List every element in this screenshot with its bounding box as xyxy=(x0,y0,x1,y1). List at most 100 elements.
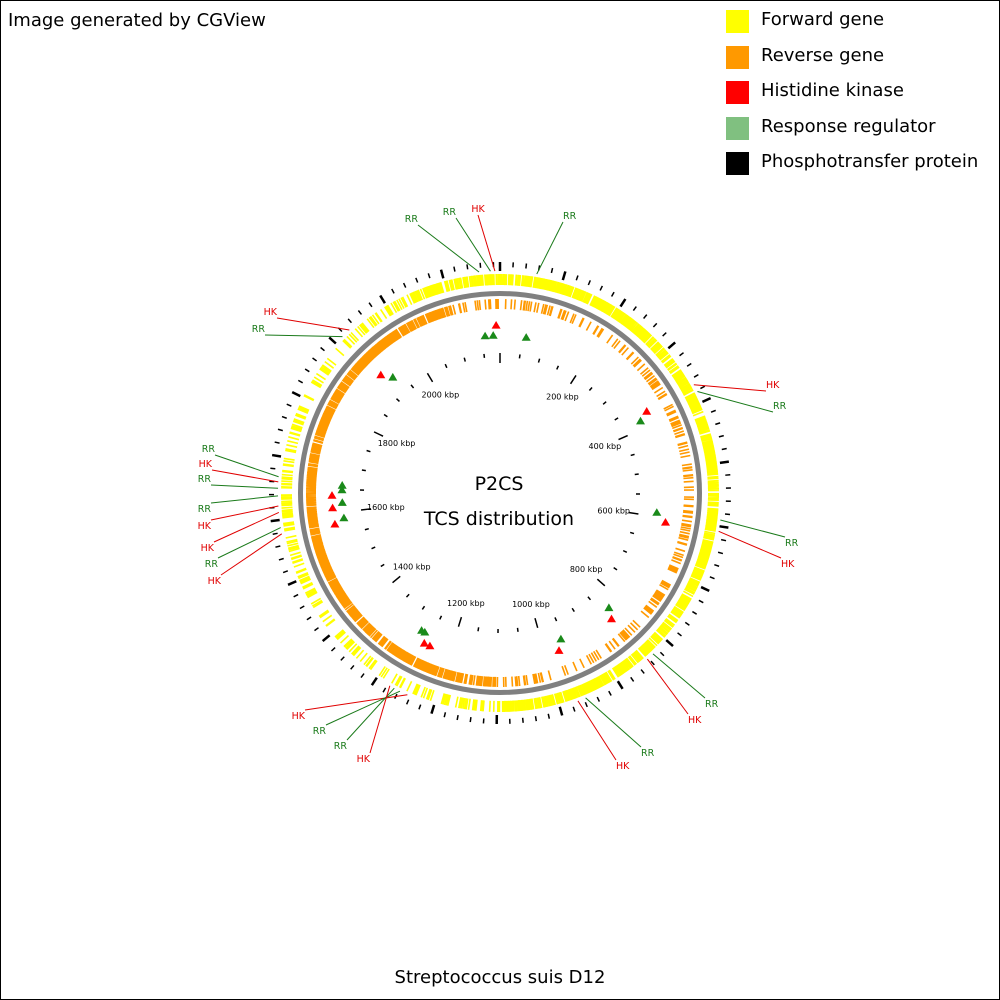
annotation-leader-line xyxy=(264,334,343,338)
outer-tick xyxy=(619,298,627,308)
inner-tick xyxy=(622,549,628,553)
outer-tick xyxy=(599,285,604,291)
outer-tick xyxy=(717,551,724,555)
outer-tick xyxy=(525,263,528,269)
histidine-kinase-label: HK xyxy=(357,754,371,765)
legend-label: Phosphotransfer protein xyxy=(761,151,979,172)
outer-tick xyxy=(469,717,472,723)
tick-label: 2000 kbp xyxy=(422,391,460,400)
response-regulator-marker xyxy=(556,634,566,643)
outer-tick xyxy=(608,690,612,696)
outer-tick xyxy=(714,563,720,567)
outer-tick xyxy=(320,346,325,352)
histidine-kinase-marker xyxy=(661,518,670,526)
tcs-feature-markers xyxy=(327,321,670,654)
outer-tick xyxy=(662,332,667,337)
outer-tick xyxy=(306,616,312,621)
inner-tick xyxy=(373,431,384,437)
inner-tick xyxy=(629,531,635,535)
tick-label: 600 kbp xyxy=(597,506,630,515)
histidine-kinase-marker xyxy=(327,491,337,499)
annotation-leader-line xyxy=(720,519,786,538)
annotation-leader-line xyxy=(211,469,279,483)
response-regulator-marker xyxy=(488,331,498,339)
response-regulator-label: RR xyxy=(252,324,266,335)
histidine-kinase-label: HK xyxy=(208,576,222,587)
annotation-leader-line xyxy=(276,317,350,331)
outer-tick xyxy=(274,441,280,444)
inner-tick xyxy=(421,605,426,610)
histidine-kinase-marker xyxy=(328,503,338,512)
outer-tick xyxy=(677,632,682,637)
outer-tick xyxy=(328,336,337,345)
legend-swatch xyxy=(726,10,749,33)
outer-tick xyxy=(659,651,665,657)
outer-tick xyxy=(430,704,436,714)
outer-tick xyxy=(610,291,615,297)
outer-tick xyxy=(701,396,712,403)
outer-tick xyxy=(719,460,730,465)
histidine-kinase-label: HK xyxy=(198,521,212,532)
response-regulator-label: RR xyxy=(205,559,219,570)
tick-label: 1800 kbp xyxy=(378,439,416,448)
outer-tick xyxy=(686,362,692,367)
inner-tick xyxy=(364,527,369,531)
inner-tick xyxy=(556,365,560,370)
response-regulator-label: RR xyxy=(785,538,799,549)
inner-tick xyxy=(444,363,448,369)
outer-tick xyxy=(679,352,684,357)
histidine-kinase-label: HK xyxy=(199,459,213,470)
histidine-kinase-label: HK xyxy=(766,380,780,391)
inner-tick xyxy=(569,375,577,385)
inner-tick xyxy=(361,469,366,472)
outer-tick xyxy=(719,525,729,529)
inner-tick xyxy=(457,616,463,627)
inner-tick xyxy=(360,508,372,511)
response-regulator-label: RR xyxy=(563,211,577,222)
legend-swatch xyxy=(726,81,749,104)
outer-tick xyxy=(382,687,387,693)
inner-tick xyxy=(613,567,618,571)
annotation-leader-line xyxy=(210,505,279,521)
annotation-leader-line xyxy=(220,533,283,576)
outer-tick xyxy=(312,357,318,362)
inner-tick xyxy=(383,413,388,418)
response-regulator-marker xyxy=(337,481,347,489)
outer-tick xyxy=(630,676,635,682)
response-regulator-label: RR xyxy=(705,699,719,710)
inner-tick xyxy=(618,434,628,441)
outer-tick xyxy=(550,267,554,274)
response-regulator-marker xyxy=(417,626,427,634)
inner-tick xyxy=(380,563,385,568)
outer-tick xyxy=(368,302,373,308)
histidine-kinase-label: HK xyxy=(688,715,702,726)
reverse-gene-track xyxy=(305,298,695,688)
outer-tick xyxy=(370,677,378,686)
backbone-circle xyxy=(298,291,702,695)
legend-label: Reverse gene xyxy=(761,44,885,66)
outer-tick xyxy=(665,639,674,648)
histidine-kinase-marker xyxy=(330,519,340,528)
annotation-leader-line xyxy=(718,530,782,559)
outer-tick xyxy=(667,341,676,350)
histidine-kinase-label: HK xyxy=(292,711,306,722)
tick-label: 400 kbp xyxy=(589,442,622,451)
annotation-leader-line xyxy=(304,694,408,711)
inner-tick xyxy=(463,357,466,362)
legend-swatch xyxy=(726,152,749,175)
annotation-leader-line xyxy=(477,214,496,272)
histidine-kinase-label: HK xyxy=(201,543,215,554)
annotation-leader-line xyxy=(646,658,689,715)
outer-tick xyxy=(271,453,282,458)
histidine-kinase-label: HK xyxy=(264,307,278,318)
outer-tick xyxy=(693,373,699,378)
outer-tick xyxy=(418,704,422,710)
histidine-kinase-marker xyxy=(607,614,616,623)
response-regulator-marker xyxy=(636,416,645,425)
outer-tick xyxy=(720,538,727,542)
inner-tick xyxy=(392,575,401,584)
outer-tick xyxy=(652,322,658,328)
inner-tick xyxy=(602,401,607,405)
outer-tick xyxy=(587,280,592,286)
